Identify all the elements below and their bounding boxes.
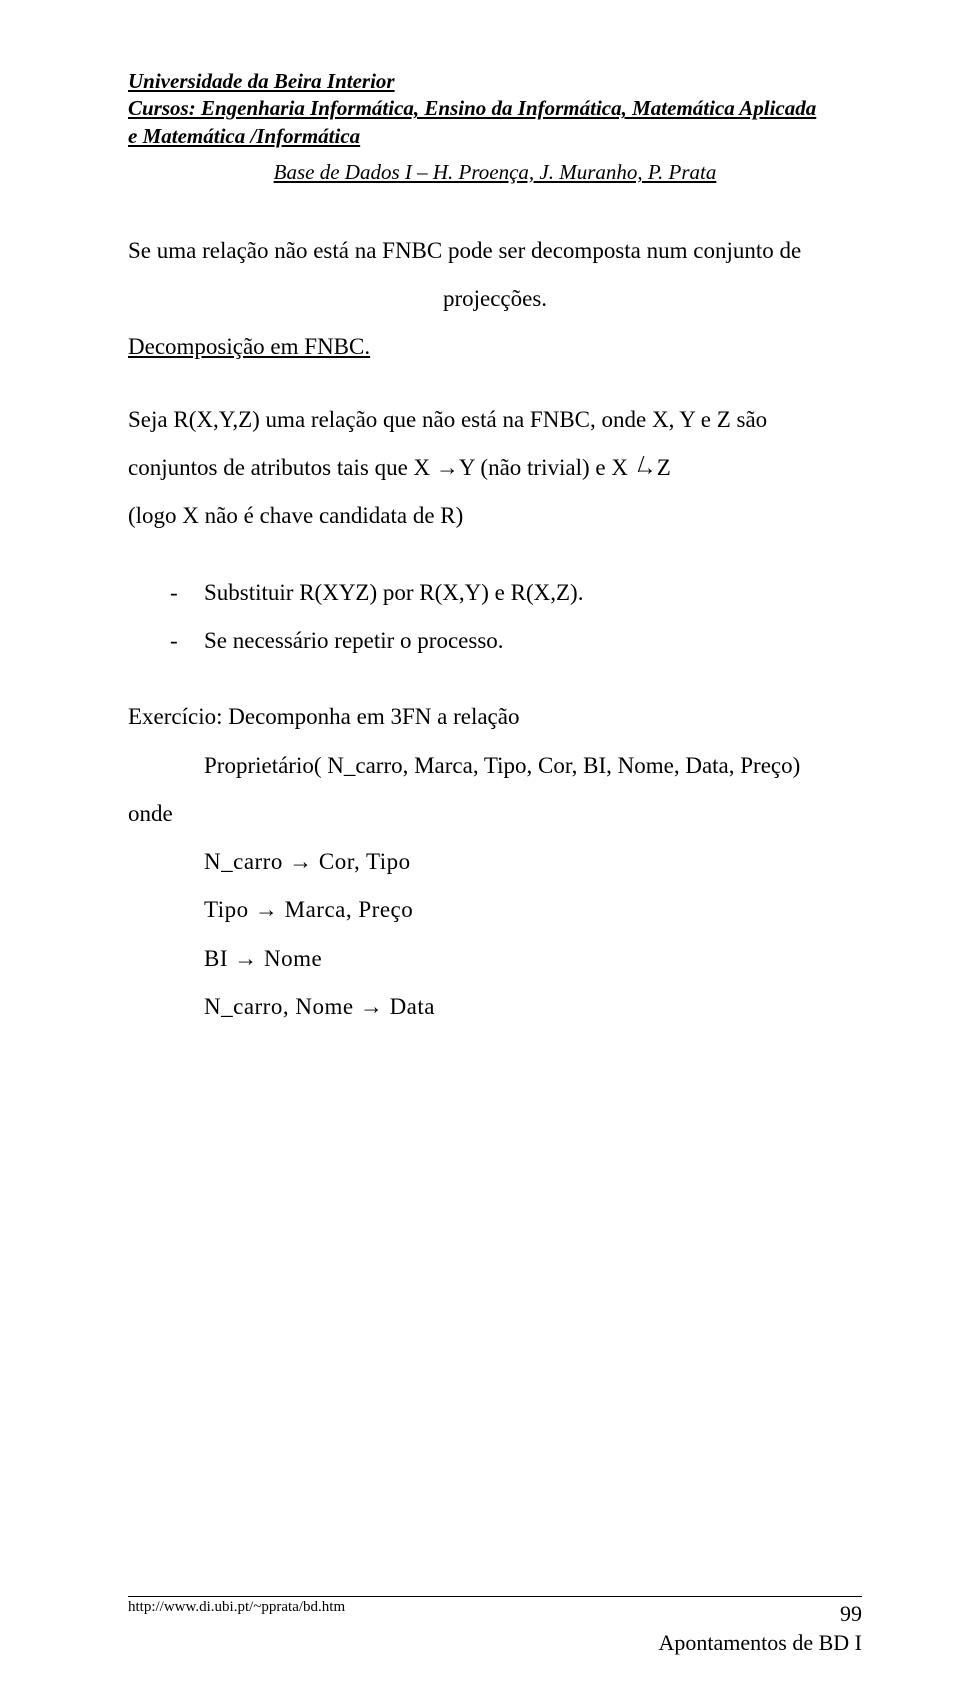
- dash-icon: -: [170, 569, 204, 617]
- arrow-icon: →: [360, 994, 384, 1019]
- arrow-icon: →: [289, 849, 313, 874]
- steps-list: - Substituir R(XYZ) por R(X,Y) e R(X,Z).…: [170, 569, 862, 666]
- fd-right: Cor, Tipo: [313, 849, 411, 874]
- definition-block: Seja R(X,Y,Z) uma relação que não está n…: [128, 396, 862, 541]
- def-line-3: (logo X não é chave candidata de R): [128, 492, 862, 540]
- fd-line: N_carro, Nome → Data: [204, 983, 862, 1031]
- exercise-title: Exercício: Decomponha em 3FN a relação: [128, 693, 862, 741]
- body-section: Se uma relação não está na FNBC pode ser…: [128, 227, 862, 541]
- fd-line: Tipo → Marca, Preço: [204, 886, 862, 934]
- fd-left: BI: [204, 946, 234, 971]
- header-line-2: Cursos: Engenharia Informática, Ensino d…: [128, 95, 862, 122]
- page: Universidade da Beira Interior Cursos: E…: [0, 0, 960, 1704]
- fd-right: Marca, Preço: [278, 897, 413, 922]
- arrow-icon: →: [255, 897, 279, 922]
- exercise-relation: Proprietário( N_carro, Marca, Tipo, Cor,…: [204, 742, 862, 790]
- fd-line: N_carro → Cor, Tipo: [204, 838, 862, 886]
- not-arrow-icon: →/: [634, 444, 657, 492]
- intro-line-1: Se uma relação não está na FNBC pode ser…: [128, 227, 862, 275]
- footer-row: http://www.di.ubi.pt/~pprata/bd.htm 99 A…: [128, 1599, 862, 1658]
- def-l2-mid: Y (não trivial) e X: [459, 455, 634, 480]
- decomp-heading-text: Decomposição em FNBC.: [128, 334, 370, 359]
- footer-series: Apontamentos de BD I: [659, 1628, 862, 1658]
- doc-subhead: Base de Dados I – H. Proença, J. Muranho…: [128, 160, 862, 185]
- fd-line: BI → Nome: [204, 935, 862, 983]
- def-line-2: conjuntos de atributos tais que X →Y (nã…: [128, 444, 862, 492]
- list-item: - Substituir R(XYZ) por R(X,Y) e R(X,Z).: [170, 569, 862, 617]
- dash-icon: -: [170, 617, 204, 665]
- fd-left: N_carro: [204, 849, 289, 874]
- footer-rule: [128, 1596, 862, 1597]
- list-item-text: Substituir R(XYZ) por R(X,Y) e R(X,Z).: [204, 569, 583, 617]
- doc-header: Universidade da Beira Interior Cursos: E…: [128, 68, 862, 150]
- exercise-block: Exercício: Decomponha em 3FN a relação P…: [128, 693, 862, 1031]
- fd-right: Data: [383, 994, 435, 1019]
- exercise-onde: onde: [128, 790, 862, 838]
- arrow-icon: →: [234, 946, 258, 971]
- def-l2-suffix: Z: [657, 455, 671, 480]
- footer-url: http://www.di.ubi.pt/~pprata/bd.htm: [128, 1599, 345, 1616]
- list-item: - Se necessário repetir o processo.: [170, 617, 862, 665]
- fd-left: N_carro, Nome: [204, 994, 360, 1019]
- footer-right: 99 Apontamentos de BD I: [659, 1599, 862, 1658]
- def-line-1: Seja R(X,Y,Z) uma relação que não está n…: [128, 396, 862, 444]
- fd-left: Tipo: [204, 897, 255, 922]
- header-line-3: e Matemática /Informática: [128, 123, 862, 150]
- decomp-heading: Decomposição em FNBC.: [128, 323, 862, 371]
- header-line-1: Universidade da Beira Interior: [128, 68, 862, 95]
- slash-icon: /: [638, 440, 645, 490]
- def-l2-prefix: conjuntos de atributos tais que X: [128, 455, 436, 480]
- intro-line-2: projecções.: [128, 275, 862, 323]
- page-number: 99: [659, 1599, 862, 1629]
- arrow-icon: →: [436, 455, 459, 480]
- page-footer: http://www.di.ubi.pt/~pprata/bd.htm 99 A…: [128, 1596, 862, 1658]
- list-item-text: Se necessário repetir o processo.: [204, 617, 504, 665]
- fd-right: Nome: [258, 946, 322, 971]
